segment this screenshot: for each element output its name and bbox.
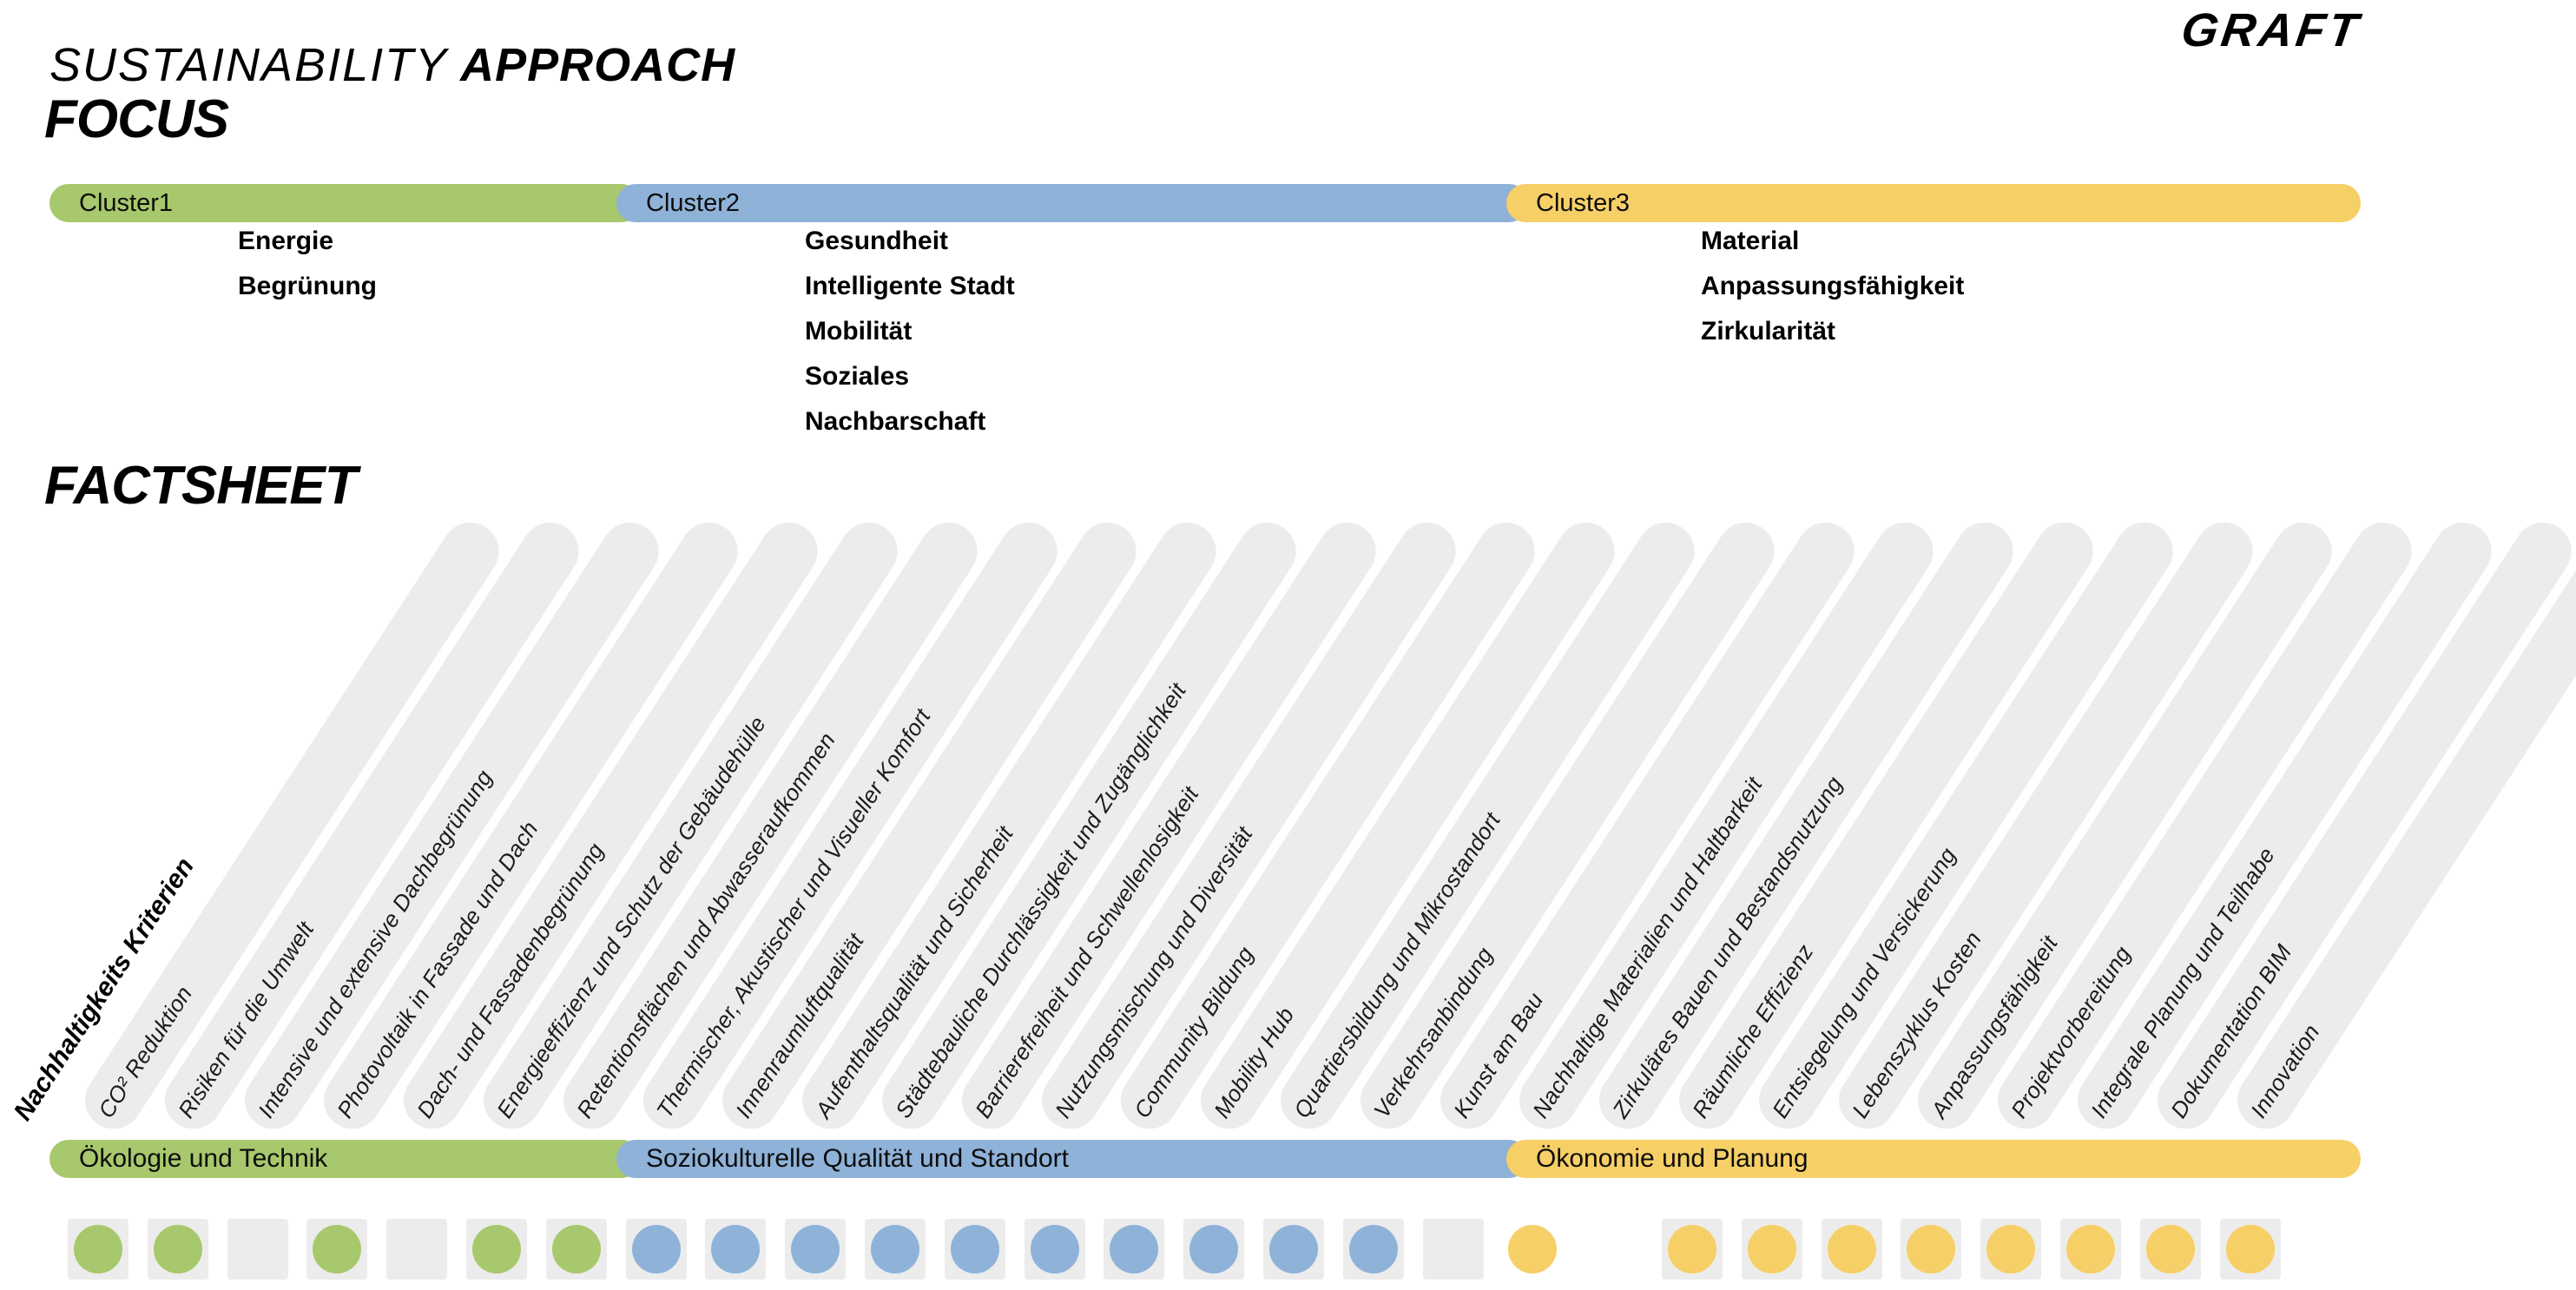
rating-dot — [1269, 1225, 1318, 1274]
focus-item: Gesundheit — [805, 227, 949, 255]
category-bar-2: Soziokulturelle Qualität und Standort — [616, 1140, 1528, 1178]
focus-item: Intelligente Stadt — [805, 272, 1015, 300]
cluster-label: Cluster2 — [646, 188, 740, 217]
rating-dot — [74, 1225, 122, 1274]
rating-dot — [2145, 1225, 2195, 1274]
rating-dot — [1030, 1225, 1079, 1274]
rating-dot — [871, 1225, 919, 1274]
focus-item-list: Gesundheit Intelligente Stadt Mobilität Soz… — [805, 219, 1015, 444]
category-label: Soziokulturelle Qualität und Standort — [646, 1144, 1069, 1173]
rating-dot — [631, 1225, 681, 1274]
rating-cell — [227, 1219, 288, 1280]
rating-cell — [1422, 1219, 1484, 1280]
rating-dot — [2225, 1225, 2275, 1274]
focus-item: Energie — [238, 227, 334, 255]
rating-dot — [551, 1225, 601, 1274]
category-bar-1: Ökologie und Technik — [49, 1140, 641, 1178]
rating-dot — [1189, 1225, 1239, 1274]
focus-item-list: Material Anpassungsfähigkeit Zirkularität — [1701, 219, 1964, 354]
rating-dot — [711, 1225, 761, 1274]
cluster-label: Cluster1 — [79, 188, 173, 217]
graft-logo: GRAFT — [2177, 4, 2365, 56]
rating-dot — [472, 1225, 521, 1274]
focus-item: Material — [1701, 227, 1800, 255]
rating-dot — [1508, 1225, 1558, 1274]
rating-cell — [386, 1219, 448, 1280]
cluster-label: Cluster3 — [1536, 188, 1630, 217]
rating-dot — [950, 1225, 999, 1274]
cluster-bar-1: Cluster1 — [49, 184, 641, 222]
slide-title-bold: APPROACH — [460, 39, 736, 92]
rating-dot — [1986, 1225, 2036, 1274]
focus-item: Mobilität — [805, 317, 912, 346]
rating-dot — [1110, 1225, 1159, 1274]
rating-dot — [2066, 1225, 2115, 1274]
focus-item-list: Energie Begrünung — [238, 219, 377, 309]
rating-dot — [313, 1225, 362, 1274]
rating-dot — [1668, 1225, 1716, 1274]
rating-dot — [791, 1225, 840, 1274]
category-label: Ökonomie und Planung — [1536, 1144, 1808, 1173]
focus-item: Soziales — [805, 362, 910, 391]
focus-item: Nachbarschaft — [805, 407, 986, 436]
focus-item: Begrünung — [238, 272, 377, 300]
slide-title-light: SUSTAINABILITY — [49, 39, 449, 92]
category-bar-3: Ökonomie und Planung — [1506, 1140, 2361, 1178]
focus-item: Anpassungsfähigkeit — [1701, 272, 1965, 300]
category-label: Ökologie und Technik — [79, 1144, 328, 1173]
rating-dot — [1907, 1225, 1956, 1274]
rating-dot — [1747, 1225, 1796, 1274]
rating-dot — [1348, 1225, 1398, 1274]
cluster-bar-3: Cluster3 — [1506, 184, 2361, 222]
cluster-bar-2: Cluster2 — [616, 184, 1528, 222]
rating-dot — [1827, 1225, 1876, 1274]
rating-dot — [153, 1225, 202, 1274]
slide-title: SUSTAINABILITY APPROACH — [49, 38, 735, 92]
focus-item: Zirkularität — [1701, 317, 1836, 346]
factsheet-heading: FACTSHEET — [44, 456, 358, 516]
focus-heading: FOCUS — [44, 89, 229, 149]
